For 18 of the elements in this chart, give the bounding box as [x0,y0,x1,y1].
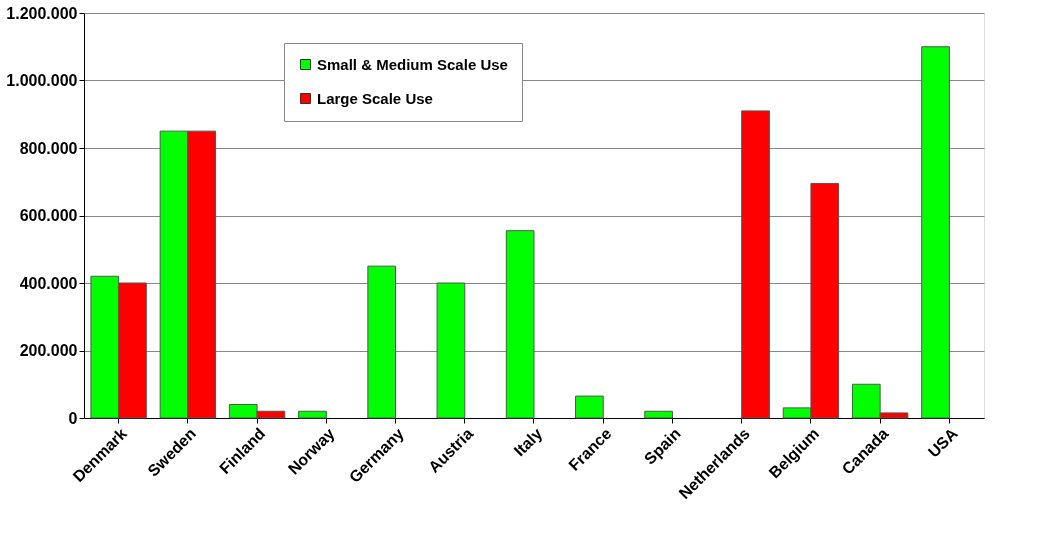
legend-label: Large Scale Use [317,89,433,107]
bar [436,282,466,419]
y-tick-label: 200.000 [19,342,78,359]
bar [921,46,950,419]
bar [298,410,327,419]
bar [644,410,673,419]
bar [741,110,770,419]
x-tick-label: USA [924,424,962,461]
y-tick-label: 800.000 [19,139,78,157]
bar [367,265,397,419]
legend-label: Small & Medium Scale Use [317,55,508,73]
y-tick-label: 400.000 [19,274,78,292]
bar [575,395,604,419]
bar [505,230,535,419]
y-tick-label: 600.000 [19,207,78,224]
y-tick-label: 0 [68,409,78,427]
y-tick-label: 1.200.000 [6,4,78,22]
y-tick-label: 1.000.000 [6,72,78,89]
